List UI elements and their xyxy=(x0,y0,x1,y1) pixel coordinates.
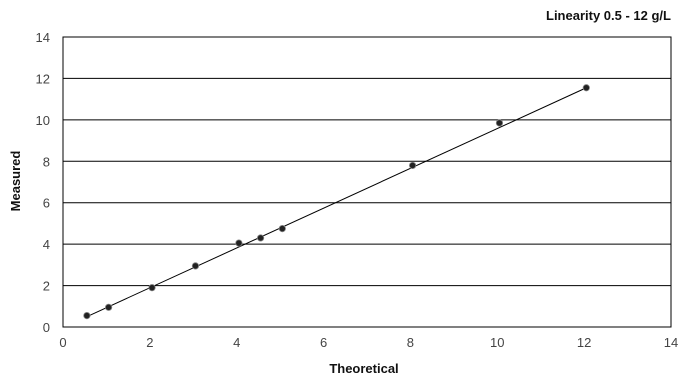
y-axis-ticks: 0 2 4 6 8 10 12 14 xyxy=(36,30,50,335)
data-point-2 xyxy=(105,303,113,311)
data-point-9 xyxy=(495,119,504,127)
data-point-1 xyxy=(83,312,91,320)
y-tick-label: 12 xyxy=(36,71,50,86)
y-axis-title: Measured xyxy=(8,151,23,212)
trend-line xyxy=(86,87,587,318)
y-tick-label: 8 xyxy=(43,154,50,169)
x-tick-label: 4 xyxy=(233,335,240,350)
data-point-5 xyxy=(235,239,243,247)
plot-area xyxy=(62,36,672,328)
data-point-10 xyxy=(582,84,590,92)
x-tick-label: 12 xyxy=(577,335,591,350)
x-tick-label: 2 xyxy=(146,335,153,350)
x-axis-ticks: 0 2 4 6 8 10 12 14 xyxy=(59,335,678,350)
chart-title: Linearity 0.5 - 12 g/L xyxy=(546,8,671,23)
x-tick-label: 8 xyxy=(407,335,414,350)
grid-lines xyxy=(63,36,671,328)
x-axis-title: Theoretical xyxy=(329,361,398,376)
data-point-8 xyxy=(408,161,417,170)
y-tick-label: 0 xyxy=(43,320,50,335)
data-points xyxy=(83,84,590,320)
data-point-3 xyxy=(148,284,156,292)
y-tick-label: 10 xyxy=(36,113,50,128)
y-tick-label: 14 xyxy=(36,30,50,45)
y-tick-label: 4 xyxy=(43,237,50,252)
data-point-6 xyxy=(256,234,265,242)
y-tick-label: 2 xyxy=(43,279,50,294)
y-tick-label: 6 xyxy=(43,196,50,211)
x-tick-label: 0 xyxy=(59,335,66,350)
x-tick-label: 10 xyxy=(490,335,504,350)
x-tick-label: 14 xyxy=(664,335,678,350)
x-tick-label: 6 xyxy=(320,335,327,350)
data-point-7 xyxy=(278,225,286,233)
data-point-4 xyxy=(191,262,200,270)
